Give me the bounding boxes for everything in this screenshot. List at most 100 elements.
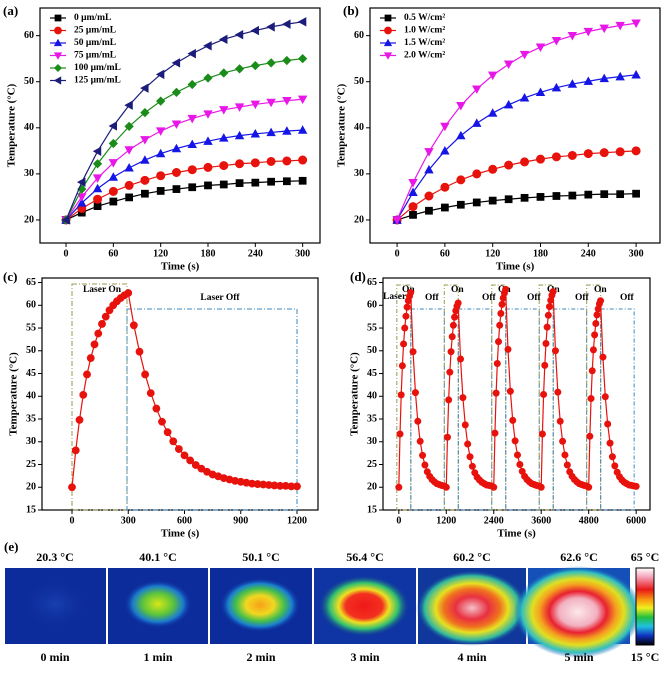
marker bbox=[155, 148, 166, 158]
marker bbox=[180, 451, 189, 460]
marker bbox=[187, 48, 196, 59]
marker bbox=[461, 421, 469, 429]
marker bbox=[409, 348, 417, 356]
marker bbox=[98, 320, 106, 328]
marker bbox=[234, 64, 245, 74]
annotation: Off bbox=[482, 293, 497, 303]
annotation: Off bbox=[620, 293, 635, 303]
legend-label: 100 μm/mL bbox=[74, 63, 121, 73]
marker bbox=[540, 390, 548, 398]
laser-off-box bbox=[552, 308, 588, 511]
marker bbox=[250, 60, 260, 71]
marker bbox=[398, 362, 406, 370]
marker bbox=[83, 370, 91, 379]
marker bbox=[92, 183, 103, 193]
temperature-label: 56.4 °C bbox=[346, 550, 383, 564]
marker bbox=[282, 96, 292, 106]
marker bbox=[266, 58, 276, 68]
marker bbox=[174, 445, 183, 453]
marker bbox=[188, 183, 197, 192]
marker bbox=[472, 169, 482, 179]
y-tick-label: 35 bbox=[26, 413, 36, 424]
marker bbox=[586, 432, 594, 440]
marker bbox=[68, 483, 76, 492]
marker bbox=[493, 360, 501, 368]
marker bbox=[615, 71, 625, 81]
x-tick-label: 240 bbox=[248, 248, 263, 259]
marker bbox=[587, 395, 595, 403]
marker bbox=[266, 127, 276, 137]
legend-marker bbox=[53, 63, 63, 73]
marker bbox=[584, 190, 593, 199]
marker bbox=[567, 79, 578, 88]
marker bbox=[601, 393, 609, 401]
y-tick-label: 45 bbox=[367, 368, 377, 379]
annotation: Laser On bbox=[83, 285, 122, 295]
marker bbox=[490, 483, 498, 491]
x-tick-label: 180 bbox=[533, 248, 548, 259]
legend-label: 25 μm/mL bbox=[74, 26, 116, 36]
x-tick-label: 60 bbox=[440, 248, 450, 259]
laser-off-box bbox=[126, 308, 298, 511]
x-axis-label: Time (s) bbox=[161, 528, 200, 540]
x-tick-label: 4800 bbox=[579, 515, 599, 526]
thermal-image bbox=[210, 568, 312, 644]
marker bbox=[497, 309, 505, 317]
y-axis-label: Temperature (°C) bbox=[349, 352, 361, 436]
marker bbox=[421, 461, 429, 469]
marker bbox=[604, 420, 612, 428]
marker bbox=[440, 146, 450, 155]
x-tick-label: 1200 bbox=[287, 515, 307, 526]
marker bbox=[155, 127, 166, 136]
y-axis-label: Temperature (°C) bbox=[6, 83, 18, 167]
marker bbox=[441, 203, 449, 212]
marker bbox=[218, 34, 228, 45]
x-tick-label: 6000 bbox=[626, 515, 646, 526]
marker bbox=[464, 440, 472, 448]
marker bbox=[592, 319, 600, 327]
marker bbox=[583, 76, 594, 85]
series-line bbox=[396, 22, 637, 221]
temperature-label: 60.2 °C bbox=[453, 550, 490, 564]
marker bbox=[552, 192, 561, 200]
plot-frame bbox=[382, 277, 651, 511]
marker bbox=[140, 107, 150, 118]
marker bbox=[401, 324, 409, 332]
x-axis-label: Time (s) bbox=[161, 261, 200, 273]
legend-label: 1.0 W/cm² bbox=[404, 26, 445, 36]
scale-max-label: 65 °C bbox=[631, 550, 659, 564]
marker bbox=[488, 164, 498, 174]
marker bbox=[561, 451, 569, 459]
marker bbox=[409, 211, 417, 219]
y-tick-label: 25 bbox=[367, 459, 377, 470]
x-tick-label: 120 bbox=[153, 248, 168, 259]
marker bbox=[451, 313, 459, 321]
marker bbox=[266, 98, 276, 108]
marker bbox=[297, 125, 308, 134]
plot-frame bbox=[369, 7, 661, 244]
marker bbox=[408, 187, 418, 196]
marker bbox=[600, 190, 609, 199]
marker bbox=[171, 58, 181, 68]
x-axis-label: Time (s) bbox=[497, 528, 536, 540]
marker bbox=[402, 312, 410, 320]
time-label: 4 min bbox=[457, 650, 486, 664]
marker bbox=[488, 196, 497, 205]
temperature-label: 50.1 °C bbox=[242, 550, 279, 564]
panel-label: (c) bbox=[3, 269, 17, 284]
marker bbox=[156, 96, 166, 106]
marker bbox=[86, 354, 95, 362]
y-tick-label: 65 bbox=[367, 277, 377, 288]
marker bbox=[124, 100, 133, 110]
marker bbox=[440, 182, 450, 192]
marker bbox=[591, 331, 599, 339]
x-tick-label: 180 bbox=[201, 248, 216, 259]
temperature-label: 62.6 °C bbox=[560, 550, 597, 564]
annotation: Off bbox=[575, 293, 590, 303]
series-line bbox=[65, 180, 303, 221]
marker bbox=[448, 333, 456, 341]
marker bbox=[266, 22, 275, 32]
marker bbox=[403, 303, 411, 311]
marker bbox=[129, 321, 138, 330]
